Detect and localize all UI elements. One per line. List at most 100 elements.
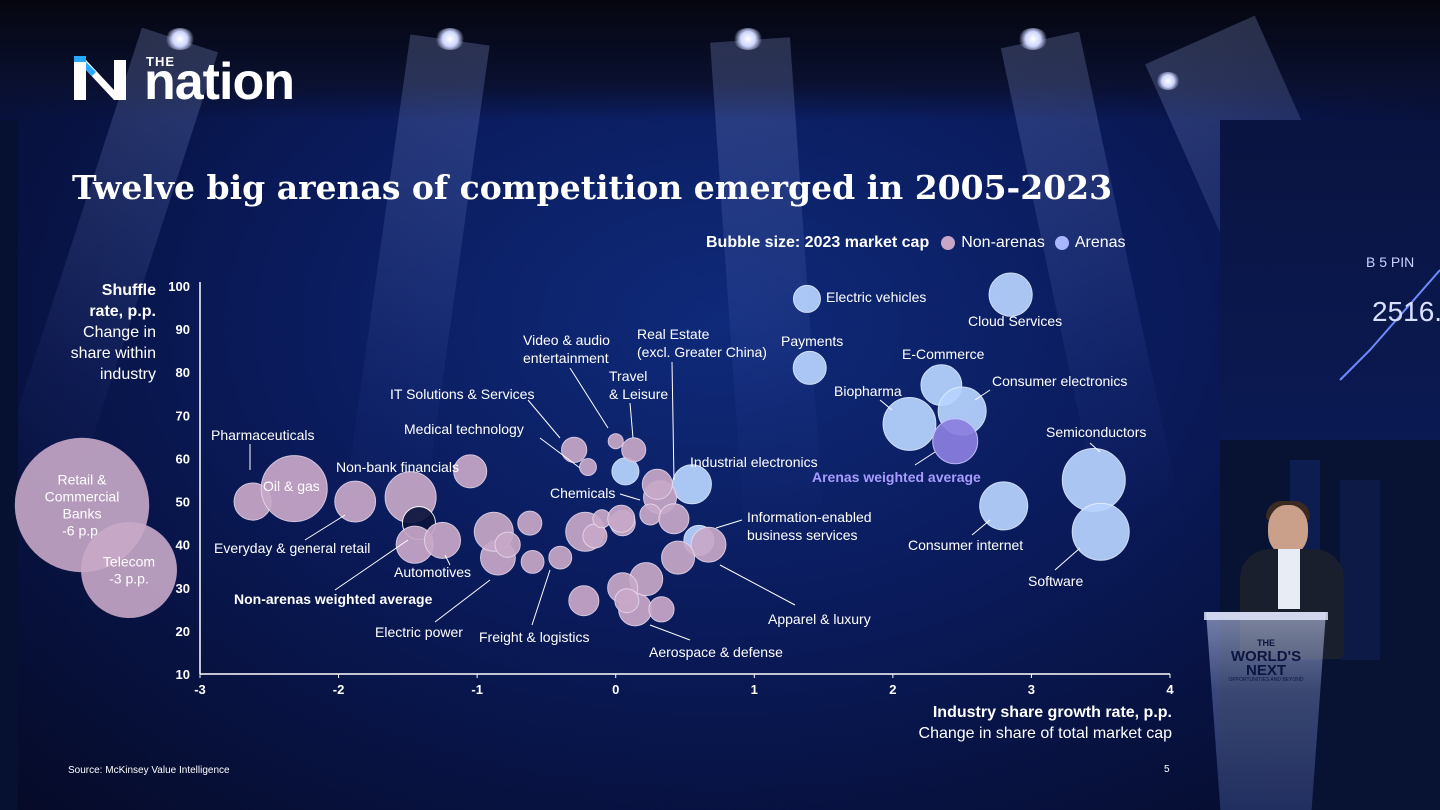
bubble xyxy=(641,468,673,500)
presenter-head xyxy=(1268,505,1308,555)
y-axis-label-line: share within xyxy=(70,345,156,362)
outlier-label: -6 p.p. xyxy=(62,523,102,539)
bubble xyxy=(607,504,636,533)
leader-line xyxy=(334,539,409,591)
y-tick-label: 90 xyxy=(176,322,190,337)
bubble-label: Consumer electronics xyxy=(992,373,1127,389)
bubble xyxy=(1071,502,1130,561)
leader-line xyxy=(715,519,743,529)
bubble xyxy=(494,531,521,558)
legend-label: Bubble size: 2023 market cap xyxy=(706,234,930,251)
bubble xyxy=(988,272,1033,317)
outlier-label: Commercial xyxy=(45,489,120,505)
bubble xyxy=(932,418,979,465)
bubble xyxy=(548,545,573,570)
bubble-label: Medical technology xyxy=(404,421,524,437)
legend-non-arena-swatch xyxy=(941,236,956,250)
y-tick-label: 50 xyxy=(176,495,190,510)
bubble-label: Pharmaceuticals xyxy=(211,427,315,443)
podium-logo-line: WORLD'S xyxy=(1230,648,1302,665)
bubble xyxy=(453,454,488,489)
leader-line xyxy=(434,579,491,623)
leader-line xyxy=(629,402,634,439)
bubble-label: Real Estate xyxy=(637,326,710,342)
bubble xyxy=(621,437,647,463)
bubble xyxy=(260,455,328,523)
outlier-label: Banks xyxy=(63,506,102,522)
bubble-label: Non-arenas weighted average xyxy=(234,591,433,607)
bubble-label: Industrial electronics xyxy=(690,454,818,470)
legend-arena-swatch xyxy=(1054,236,1069,250)
spotlight xyxy=(435,28,465,50)
y-tick-label: 40 xyxy=(176,538,190,553)
leader-line xyxy=(444,554,451,566)
bubble xyxy=(568,585,600,617)
bubble-label: Arenas weighted average xyxy=(812,469,981,485)
leader-line xyxy=(719,564,796,606)
x-tick-label: 1 xyxy=(751,682,758,697)
bubble-label: Chemicals xyxy=(550,485,615,501)
bubble-label: Apparel & luxury xyxy=(768,611,871,627)
outlier-label: Retail & xyxy=(57,472,107,488)
the-nation-logo: THE nation xyxy=(72,52,332,108)
bubble-label: Aerospace & defense xyxy=(649,644,783,660)
bubble xyxy=(517,510,543,536)
x-axis-sublabel: Change in share of total market cap xyxy=(918,725,1172,742)
bubble xyxy=(614,588,640,614)
y-tick-label: 60 xyxy=(176,451,190,466)
y-tick-label: 70 xyxy=(176,408,190,423)
x-tick-label: 4 xyxy=(1166,682,1174,697)
bubble-label: IT Solutions & Services xyxy=(390,386,534,402)
presenter-shirt xyxy=(1278,549,1300,609)
bubble-label: Electric vehicles xyxy=(826,289,926,305)
bubble xyxy=(671,464,712,505)
y-axis-label: Shuffle rate, p.p. Change in share withi… xyxy=(56,280,156,385)
bubble xyxy=(690,526,727,563)
bubble-label: Biopharma xyxy=(834,383,902,399)
leader-line xyxy=(671,361,675,481)
bubble xyxy=(607,433,624,450)
x-tick-label: -2 xyxy=(333,682,345,697)
bubble-label: business services xyxy=(747,527,858,543)
bubble-label: Software xyxy=(1028,573,1083,589)
x-axis-label: Industry share growth rate, p.p. xyxy=(932,704,1172,721)
y-axis-label-line: industry xyxy=(99,366,156,383)
bubble-label: & Leisure xyxy=(609,386,668,402)
bubble-label: Information-enabled xyxy=(747,509,872,525)
x-tick-label: 0 xyxy=(612,682,619,697)
outlier-label: Telecom xyxy=(103,554,155,570)
bubble-label: Payments xyxy=(781,333,843,349)
outlier-label: -3 p.p. xyxy=(109,571,149,587)
y-tick-label: 30 xyxy=(176,581,190,596)
leader-line xyxy=(1089,442,1101,453)
spotlight xyxy=(1018,28,1048,50)
y-axis-label-line: rate, p.p. xyxy=(89,303,156,320)
bubble-label: E-Commerce xyxy=(902,346,985,362)
bubble xyxy=(648,596,675,623)
leader-line xyxy=(974,389,991,401)
y-axis-label-line: Shuffle xyxy=(101,282,156,299)
x-tick-label: -3 xyxy=(194,682,206,697)
x-tick-label: 2 xyxy=(889,682,896,697)
page-number: 5 xyxy=(1164,764,1170,775)
bubble xyxy=(424,521,461,559)
podium-logo-line: THE xyxy=(1257,638,1275,648)
spotlight xyxy=(733,28,763,50)
bubble-label: Everyday & general retail xyxy=(214,540,370,556)
bubble xyxy=(520,550,545,574)
bubble-label: Freight & logistics xyxy=(479,629,589,645)
x-tick-label: -1 xyxy=(471,682,483,697)
leader-line xyxy=(649,624,691,641)
bubble xyxy=(661,540,696,575)
bubble xyxy=(334,480,377,523)
bubble-label: entertainment xyxy=(523,350,609,366)
y-tick-label: 100 xyxy=(168,279,190,294)
leader-line xyxy=(304,514,346,541)
leader-line xyxy=(971,519,991,536)
right-panel-label: B 5 PIN xyxy=(1366,254,1415,270)
leader-line xyxy=(619,493,641,501)
bubble xyxy=(1061,448,1126,512)
podium-tagline: OPPORTUNITIES AND BEYOND xyxy=(1228,677,1304,683)
bubble xyxy=(979,481,1029,531)
bubble-label: Electric power xyxy=(375,624,463,640)
